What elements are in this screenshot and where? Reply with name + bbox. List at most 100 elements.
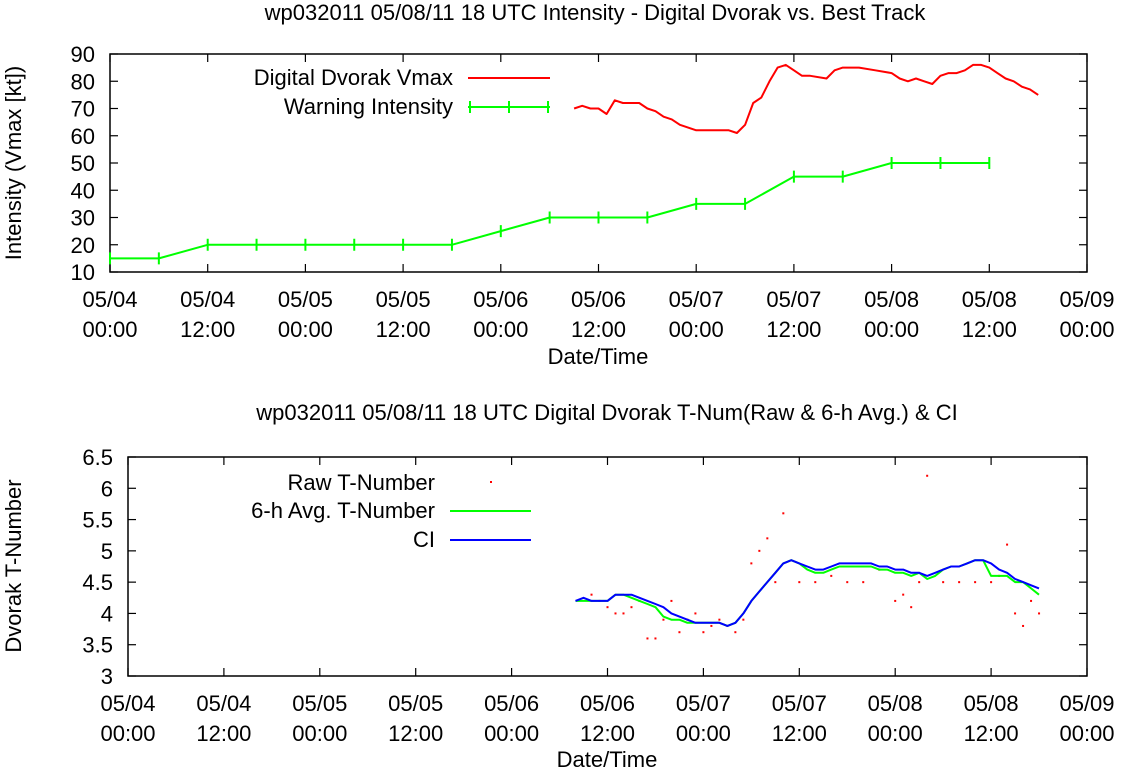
raw-t-number-point [782,512,785,515]
intensity-x-tick-time: 00:00 [669,317,724,342]
raw-t-number-point [734,631,737,634]
tnumber-x-tick-date: 05/05 [388,691,443,716]
tnumber-x-tick-time: 00:00 [676,721,731,746]
raw-t-number-point [694,612,697,615]
intensity-x-tick-time: 12:00 [376,317,431,342]
tnumber-x-tick-date: 05/04 [100,691,155,716]
tnumber-x-tick-date: 05/06 [484,691,539,716]
legend-label-6h-avg: 6-h Avg. T-Number [251,498,435,523]
raw-t-number-point [662,618,665,621]
tnumber-x-tick-time: 12:00 [964,721,1019,746]
raw-t-number-point [718,618,721,621]
raw-t-number-point [670,599,673,602]
raw-t-number-point [614,612,617,615]
intensity-x-tick-time: 00:00 [1059,317,1114,342]
tnumber-chart-title: wp032011 05/08/11 18 UTC Digital Dvorak … [255,400,957,425]
legend-label-dd-vmax: Digital Dvorak Vmax [254,65,453,90]
intensity-x-tick-time: 12:00 [766,317,821,342]
intensity-x-tick-date: 05/04 [82,287,137,312]
intensity-x-tick-date: 05/06 [571,287,626,312]
tnumber-y-ticks: 3 3.5 4 4.5 5 5.5 6 6.5 [82,445,1087,689]
intensity-x-tick-time: 12:00 [962,317,1017,342]
intensity-y-tick-label: 90 [71,42,95,67]
raw-t-number-point [958,581,961,584]
legend-swatch-raw-tnumber [490,481,492,483]
raw-t-number-point [590,593,593,596]
raw-t-number-point [758,549,761,552]
raw-t-number-point [974,581,977,584]
intensity-x-tick-time: 00:00 [278,317,333,342]
raw-t-number-point [814,581,817,584]
tnumber-x-tick-time: 00:00 [292,721,347,746]
tnumber-x-tick-time: 12:00 [196,721,251,746]
legend-label-ci: CI [413,527,435,552]
tnumber-y-tick-label: 6 [101,476,113,501]
intensity-series [109,63,1039,265]
raw-t-number-point [710,624,713,627]
tnumber-x-tick-date: 05/04 [196,691,251,716]
tnumber-x-ticks: 05/04 00:00 05/04 12:00 05/05 00:00 05/05 12:00… [100,457,1115,746]
tnumber-y-axis-label: Dvorak T-Number [1,479,26,652]
raw-t-number-point [654,637,657,640]
raw-t-number-point [926,474,929,477]
raw-t-number-point [1022,624,1025,627]
tnumber-legend: Raw T-Number 6-h Avg. T-Number CI [251,470,531,552]
tnumber-x-tick-date: 05/07 [676,691,731,716]
raw-t-number-point [702,631,705,634]
tnumber-x-tick-time: 00:00 [868,721,923,746]
raw-t-number-point [1006,543,1009,546]
intensity-y-tick-label: 30 [71,206,95,231]
intensity-x-axis-label: Date/Time [548,344,649,369]
intensity-x-tick-date: 05/05 [278,287,333,312]
raw-t-number-point [646,637,649,640]
intensity-y-tick-label: 20 [71,233,95,258]
raw-t-number-point [894,599,897,602]
raw-t-number-point [902,593,905,596]
legend-label-warning-intensity: Warning Intensity [284,94,453,119]
intensity-legend: Digital Dvorak Vmax Warning Intensity [254,65,550,119]
intensity-y-tick-label: 70 [71,97,95,122]
intensity-x-tick-time: 12:00 [571,317,626,342]
intensity-x-tick-date: 05/08 [962,287,1017,312]
intensity-y-tick-label: 80 [71,69,95,94]
intensity-chart-title: wp032011 05/08/11 18 UTC Intensity - Dig… [264,0,927,25]
tnumber-x-tick-time: 12:00 [772,721,827,746]
digital-dvorak-vmax-line [573,63,1039,134]
raw-t-number-point [606,606,609,609]
tnumber-y-tick-label: 4.5 [82,570,113,595]
raw-t-number-point [846,581,849,584]
6-h-avg-t-number-line [575,559,1040,627]
tnumber-x-tick-time: 12:00 [388,721,443,746]
tnumber-x-tick-time: 00:00 [100,721,155,746]
tnumber-x-tick-time: 12:00 [580,721,635,746]
intensity-x-tick-date: 05/07 [669,287,724,312]
tnumber-y-tick-label: 5.5 [82,508,113,533]
raw-t-number-point [1030,599,1033,602]
intensity-x-tick-date: 05/07 [766,287,821,312]
raw-t-number-point [1014,612,1017,615]
tnumber-x-tick-time: 00:00 [484,721,539,746]
raw-t-number-point [910,606,913,609]
intensity-y-tick-label: 60 [71,124,95,149]
raw-t-number-point [678,631,681,634]
intensity-x-tick-time: 12:00 [180,317,235,342]
raw-t-number-point [766,537,769,540]
intensity-x-tick-time: 00:00 [82,317,137,342]
intensity-x-tick-time: 00:00 [473,317,528,342]
tnumber-x-tick-date: 05/05 [292,691,347,716]
tnumber-x-tick-date: 05/09 [1059,691,1114,716]
tnumber-x-tick-time: 00:00 [1059,721,1114,746]
intensity-x-tick-date: 05/08 [864,287,919,312]
tnumber-y-tick-label: 3 [101,664,113,689]
intensity-y-axis-label: Intensity (Vmax [kt]) [1,66,26,260]
raw-t-number-point [750,562,753,565]
intensity-x-tick-date: 05/06 [473,287,528,312]
legend-label-raw-tnumber: Raw T-Number [287,470,435,495]
raw-t-number-point [742,618,745,621]
raw-t-number-point [918,581,921,584]
intensity-y-tick-label: 10 [71,260,95,285]
ci-line [575,559,1040,627]
tnumber-chart: wp032011 05/08/11 18 UTC Digital Dvorak … [1,400,1115,771]
